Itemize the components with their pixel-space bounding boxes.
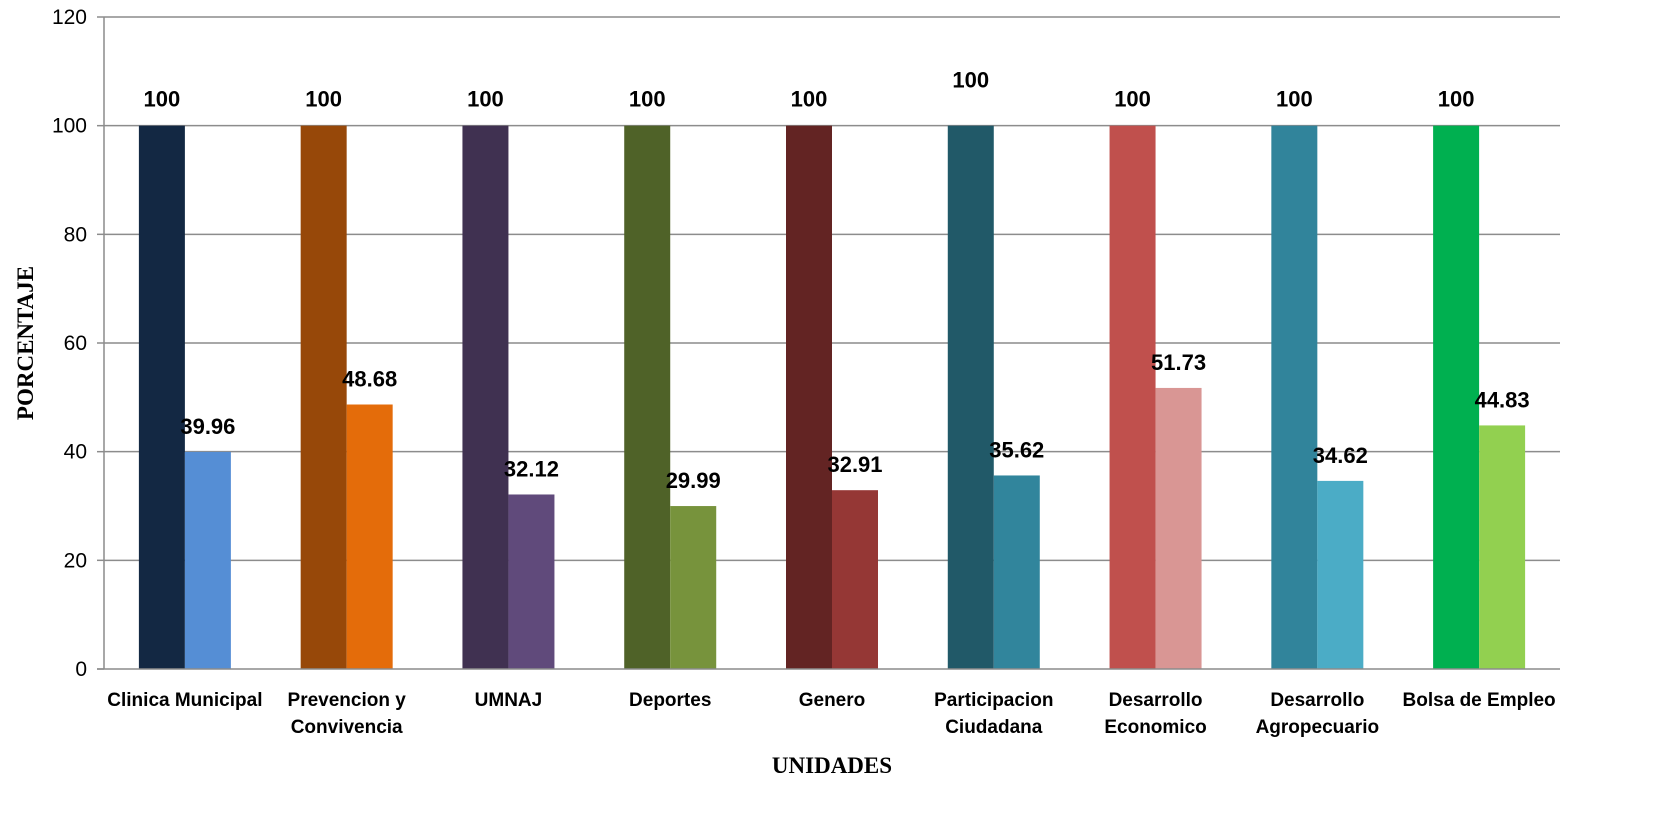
category-label: Agropecuario bbox=[1256, 717, 1380, 738]
category-label: Desarrollo bbox=[1270, 690, 1364, 711]
category-label: Deportes bbox=[629, 690, 711, 711]
data-label: 34.62 bbox=[1313, 443, 1368, 468]
bar-series-2 bbox=[1317, 480, 1364, 669]
data-label: 48.68 bbox=[342, 367, 397, 392]
bar-series-2 bbox=[508, 494, 555, 669]
bar-series-1 bbox=[786, 125, 832, 669]
data-label: 100 bbox=[1114, 87, 1151, 112]
data-label: 100 bbox=[1276, 87, 1313, 112]
bar-series-1 bbox=[624, 125, 671, 669]
data-label: 51.73 bbox=[1151, 350, 1206, 375]
x-axis-title: UNIDADES bbox=[772, 753, 892, 778]
data-label: 32.12 bbox=[504, 456, 559, 481]
y-tick-label: 80 bbox=[64, 223, 87, 246]
data-label: 100 bbox=[305, 87, 342, 112]
bar-series-2 bbox=[346, 404, 393, 669]
y-tick-label: 40 bbox=[64, 441, 87, 464]
category-label: Clinica Municipal bbox=[107, 690, 262, 711]
bar-series-2 bbox=[184, 451, 231, 669]
bar-series-2 bbox=[1479, 425, 1526, 669]
y-tick-label: 20 bbox=[64, 549, 87, 572]
category-label: Genero bbox=[799, 690, 866, 711]
y-tick-label: 100 bbox=[52, 115, 87, 138]
bar-series-2 bbox=[832, 490, 878, 669]
y-tick-label: 60 bbox=[64, 332, 87, 355]
data-label: 29.99 bbox=[666, 468, 721, 493]
category-label: Bolsa de Empleo bbox=[1403, 690, 1556, 711]
category-label: UMNAJ bbox=[475, 690, 543, 711]
data-label: 32.91 bbox=[827, 452, 882, 477]
data-label: 100 bbox=[144, 87, 181, 112]
data-label: 100 bbox=[629, 87, 666, 112]
y-tick-label: 0 bbox=[75, 658, 87, 681]
bar-series-2 bbox=[993, 475, 1040, 669]
data-label: 44.83 bbox=[1475, 387, 1530, 412]
bar-series-1 bbox=[1433, 125, 1480, 669]
y-axis-tick-labels: 0 20 40 60 80 100 120 bbox=[52, 6, 87, 681]
bar-series-1 bbox=[947, 125, 994, 669]
category-label: Ciudadana bbox=[945, 717, 1043, 738]
data-label: 100 bbox=[1438, 87, 1475, 112]
bar-series-2 bbox=[1155, 387, 1202, 669]
y-axis-title: PORCENTAJE bbox=[13, 266, 38, 420]
category-label: Prevencion y bbox=[288, 690, 407, 711]
data-label: 100 bbox=[791, 87, 828, 112]
data-label: 39.96 bbox=[180, 414, 235, 439]
bars bbox=[138, 125, 1526, 669]
category-labels: Clinica Municipal Prevencion y Convivencia… bbox=[107, 690, 1555, 738]
bar-series-1 bbox=[138, 125, 185, 669]
bar-series-1 bbox=[300, 125, 347, 669]
bar-series-2 bbox=[670, 506, 717, 669]
data-label: 35.62 bbox=[989, 437, 1044, 462]
y-tick-label: 120 bbox=[52, 6, 87, 29]
data-label: 100 bbox=[952, 68, 989, 93]
category-label: Convivencia bbox=[291, 717, 403, 738]
category-label: Participacion bbox=[934, 690, 1053, 711]
category-label: Economico bbox=[1104, 717, 1206, 738]
data-label: 100 bbox=[467, 87, 504, 112]
bar-series-1 bbox=[1271, 125, 1318, 669]
data-labels: 100 39.96 100 48.68 100 32.12 100 29.99 100 32.91… bbox=[144, 68, 1530, 493]
bar-series-1 bbox=[1109, 125, 1156, 669]
bar-series-1 bbox=[462, 125, 509, 669]
category-label: Desarrollo bbox=[1109, 690, 1203, 711]
